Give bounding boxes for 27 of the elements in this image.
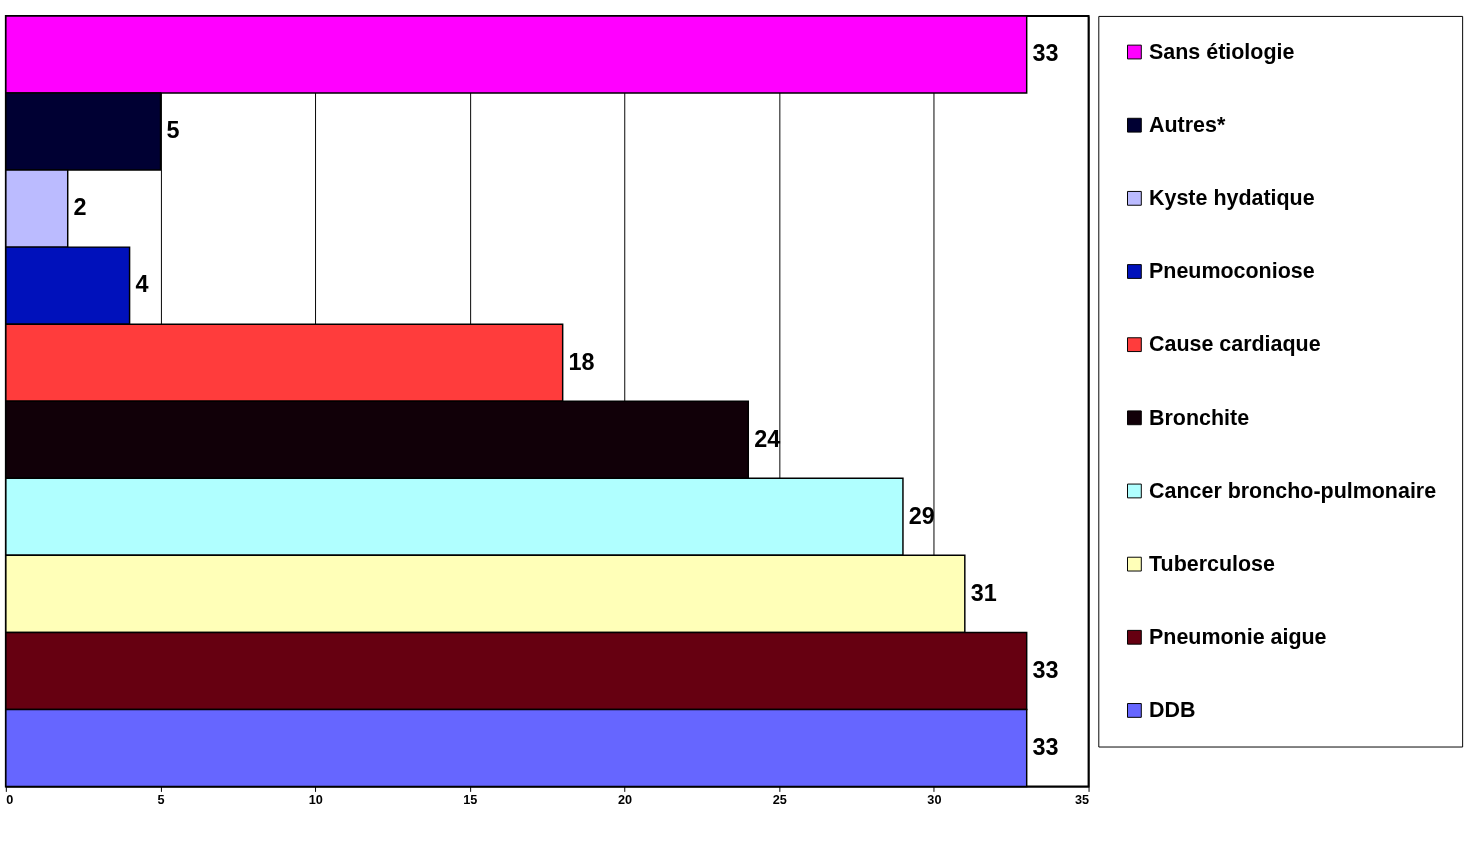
x-tick-label: 25: [772, 792, 787, 807]
legend-label: Bronchite: [1149, 405, 1250, 430]
legend-label: Cancer broncho-pulmonaire: [1149, 478, 1437, 503]
data-label: 2: [73, 194, 87, 221]
legend-label: Sans étiologie: [1149, 39, 1295, 64]
x-tick-label: 0: [6, 792, 14, 807]
data-label: 4: [135, 271, 149, 298]
legend-label: Cause cardiaque: [1149, 332, 1321, 357]
x-tick-label: 15: [463, 792, 478, 807]
legend-label: Autres*: [1149, 113, 1226, 138]
legend-label: Tuberculose: [1149, 551, 1275, 576]
x-tick-label: 5: [157, 792, 165, 807]
data-label: 33: [1032, 40, 1059, 67]
data-label: 33: [1032, 656, 1059, 683]
legend-label: Kyste hydatique: [1149, 186, 1315, 211]
x-tick-label: 30: [927, 792, 942, 807]
x-tick-label: 20: [617, 792, 633, 807]
data-label: 31: [970, 579, 997, 606]
data-label: 29: [908, 502, 935, 529]
data-label: 18: [568, 348, 595, 375]
legend-label: DDB: [1149, 698, 1196, 723]
legend-label: Pneumoconiose: [1149, 259, 1315, 284]
data-label: 33: [1032, 733, 1059, 760]
x-tick-label: 10: [308, 792, 323, 807]
data-label: 5: [166, 117, 180, 144]
x-tick-label: 35: [1074, 792, 1090, 807]
legend-label: Pneumonie aigue: [1149, 625, 1327, 650]
